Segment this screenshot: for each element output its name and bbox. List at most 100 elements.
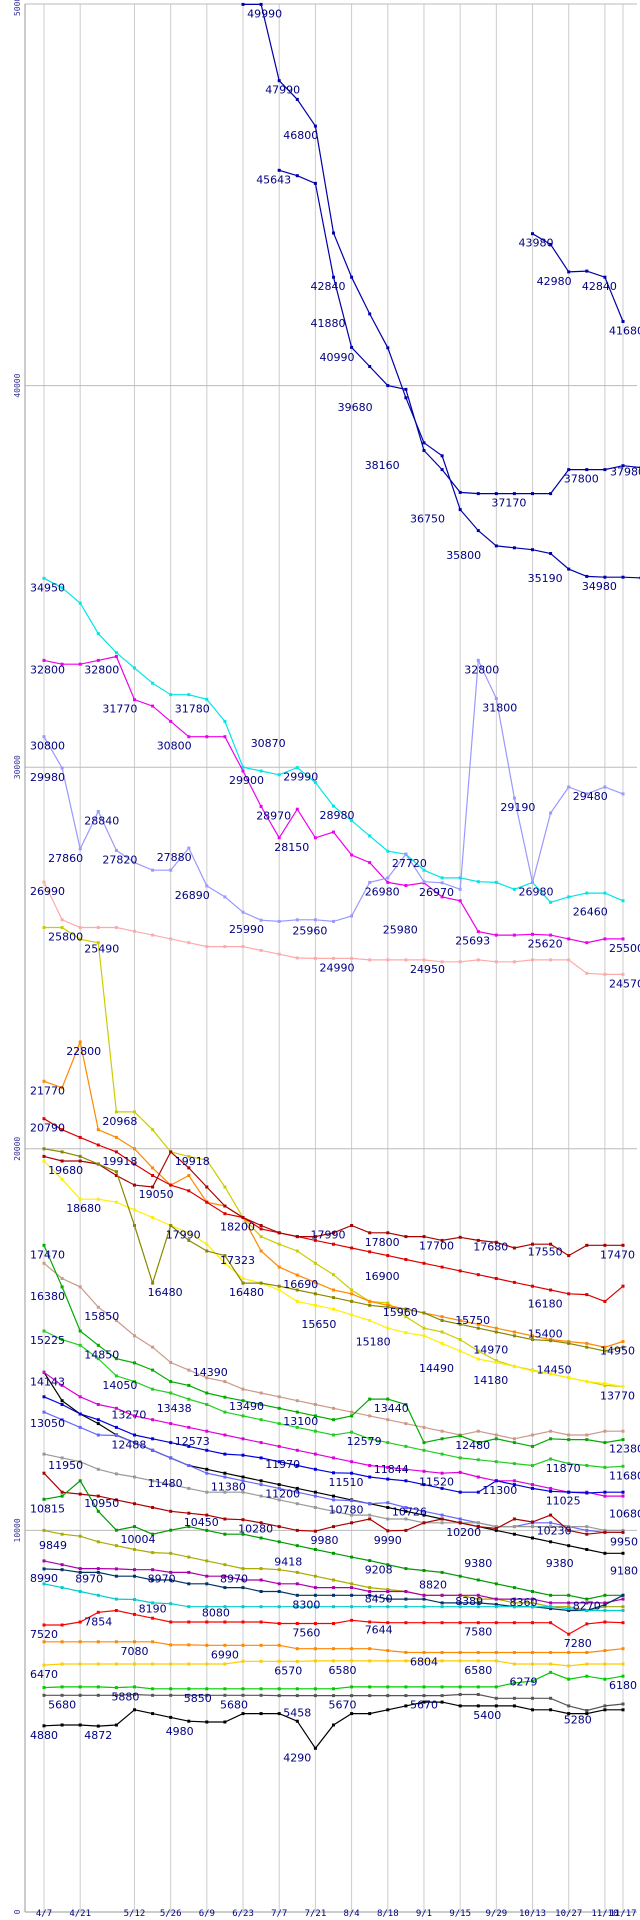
data-label: 8190	[139, 1603, 167, 1616]
data-point	[422, 880, 426, 884]
data-label: 46800	[283, 129, 318, 142]
data-label: 9849	[39, 1539, 67, 1552]
data-point	[60, 1532, 64, 1536]
series	[42, 1582, 625, 1612]
data-point	[549, 958, 553, 962]
data-point	[512, 796, 516, 800]
data-point	[567, 1438, 571, 1442]
data-point	[603, 1609, 607, 1612]
data-point	[277, 1444, 281, 1448]
data-point	[78, 1040, 82, 1044]
data-point	[512, 1483, 516, 1487]
data-point	[151, 1345, 155, 1349]
data-point	[549, 1696, 553, 1700]
data-point	[458, 1521, 462, 1525]
series	[531, 232, 625, 323]
data-point	[169, 1662, 173, 1666]
data-point	[151, 1601, 155, 1605]
data-point	[42, 1686, 46, 1690]
data-point	[422, 1425, 426, 1429]
data-point	[476, 1441, 480, 1445]
data-point	[567, 1704, 571, 1708]
data-point	[422, 1513, 426, 1517]
data-point	[259, 1456, 263, 1460]
data-point	[531, 1679, 534, 1683]
data-point	[368, 1397, 372, 1401]
data-point	[512, 933, 516, 937]
data-point	[133, 1502, 136, 1506]
data-point	[458, 960, 462, 964]
data-point	[549, 1457, 553, 1461]
data-point	[223, 735, 227, 739]
x-tick-label: 11/10	[591, 1909, 618, 1919]
x-tick-label: 4/7	[36, 1909, 52, 1919]
data-point	[440, 1605, 444, 1609]
data-point	[404, 958, 408, 962]
data-point	[512, 1532, 516, 1536]
data-point	[621, 1593, 625, 1597]
data-point	[332, 1456, 335, 1460]
data-point	[549, 242, 553, 246]
y-tick-label: 0	[13, 1909, 22, 1914]
data-label: 39680	[338, 401, 373, 414]
data-point	[440, 1694, 444, 1698]
data-point	[404, 1659, 408, 1663]
data-point	[205, 1662, 209, 1666]
data-point	[151, 1616, 155, 1620]
data-label: 8270	[573, 1599, 601, 1612]
data-point	[205, 1528, 209, 1532]
data-point	[151, 1418, 155, 1422]
data-point	[440, 1513, 444, 1517]
data-point	[241, 2, 245, 6]
data-point	[350, 275, 354, 279]
data-point	[368, 1517, 372, 1521]
data-point	[531, 958, 534, 962]
data-point	[621, 1530, 625, 1534]
data-point	[241, 1693, 245, 1697]
data-point	[133, 1110, 136, 1114]
data-point	[567, 1605, 571, 1609]
data-point	[549, 1339, 553, 1343]
data-point	[114, 1723, 118, 1727]
data-point	[567, 1490, 571, 1494]
data-point	[96, 1593, 100, 1597]
data-point	[332, 1578, 335, 1582]
data-point	[295, 1490, 299, 1494]
data-point	[205, 884, 209, 888]
data-point	[313, 1403, 317, 1406]
data-point	[187, 1605, 191, 1609]
data-point	[277, 1590, 281, 1593]
data-point	[494, 1527, 498, 1530]
data-point	[205, 1693, 209, 1697]
data-point	[603, 1551, 607, 1555]
data-point	[603, 1349, 607, 1353]
data-point	[78, 1425, 82, 1429]
data-point	[531, 548, 534, 552]
data-point	[42, 1370, 46, 1374]
data-point	[277, 1687, 281, 1691]
data-point	[223, 1410, 227, 1414]
data-point	[458, 1704, 462, 1708]
data-point	[205, 1513, 209, 1517]
data-label: 9418	[274, 1556, 302, 1569]
data-point	[114, 651, 118, 655]
data-point	[549, 1708, 553, 1712]
data-point	[96, 1693, 100, 1697]
data-point	[277, 1395, 281, 1399]
data-point	[313, 1292, 317, 1296]
data-point	[386, 1588, 390, 1591]
data-point	[603, 1465, 607, 1469]
data-point	[494, 1582, 498, 1586]
data-point	[531, 1601, 534, 1605]
data-point	[205, 945, 209, 949]
axes	[24, 4, 637, 1913]
data-point	[476, 1593, 480, 1597]
data-point	[621, 1340, 625, 1343]
data-label: 11380	[211, 1481, 246, 1494]
data-point	[241, 1399, 245, 1403]
data-point	[60, 1494, 64, 1498]
data-point	[476, 1322, 480, 1326]
data-label: 4872	[84, 1729, 112, 1742]
data-label: 27720	[392, 857, 427, 870]
data-point	[458, 1322, 462, 1326]
